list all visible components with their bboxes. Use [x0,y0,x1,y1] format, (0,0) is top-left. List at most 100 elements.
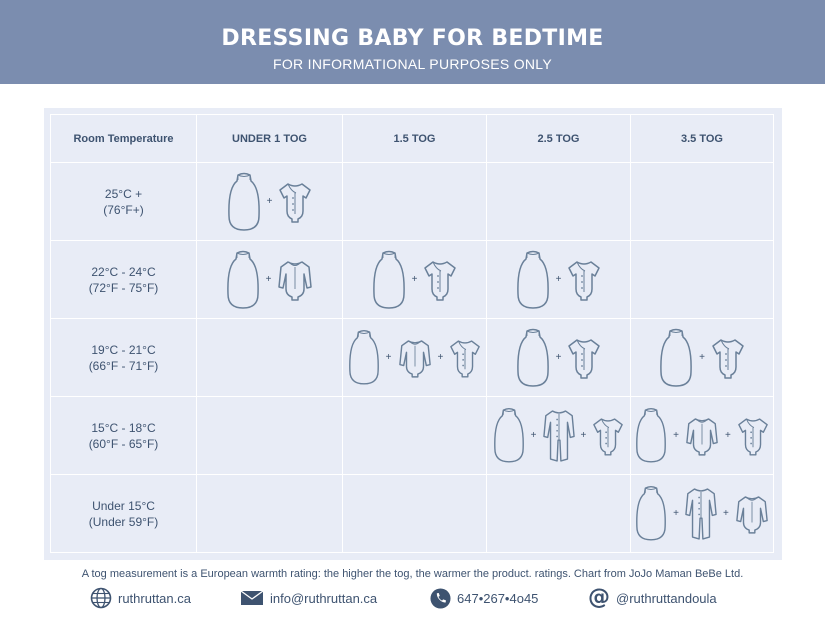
outfit-cell: + [196,240,343,319]
tog-chart-frame: Room Temperature UNDER 1 TOG 1.5 TOG 2.5… [44,108,782,560]
plus-sign: + [725,430,731,441]
bodysuit-long-icon [685,416,719,456]
temperature-celsius: Under 15°C [92,498,155,513]
outfit-cell: + + [486,396,631,475]
sleepbag-icon [516,328,550,388]
sleepbag-icon [372,250,406,310]
plus-sign: + [699,352,705,363]
outfit-cell [196,318,343,397]
outfit-cell: + [196,162,343,241]
page-title: DRESSING BABY FOR BEDTIME [221,26,604,51]
sleepsuit-icon [685,486,717,541]
sleepbag-icon [348,329,380,386]
column-header-3-5-tog: 3.5 TOG [630,114,774,163]
tog-caption: A tog measurement is a European warmth r… [81,568,744,580]
plus-sign: + [673,430,679,441]
temperature-celsius: 19°C - 21°C [91,342,156,357]
phone-icon [430,587,451,609]
column-header-2-5-tog: 2.5 TOG [486,114,631,163]
outfit-cell [196,474,343,553]
bodysuit-long-icon [398,338,432,378]
temperature-celsius: 25°C + [104,186,143,201]
bodysuit-long-icon [277,259,313,301]
plus-sign: + [411,274,418,285]
sleepbag-icon [226,250,260,310]
outfit-cell: + + [342,318,487,397]
email-link[interactable]: info@ruthruttan.ca [270,590,378,606]
bodysuit-short-icon [567,337,601,379]
outfit-cell: + [486,240,631,319]
plus-sign: + [555,352,562,363]
plus-sign: + [555,274,562,285]
bodysuit-short-icon [449,338,481,378]
outfit-cell: + + [630,474,774,553]
temperature-fahrenheit: (66°F - 71°F) [88,358,159,373]
plus-sign: + [673,508,679,519]
page-subtitle: FOR INFORMATIONAL PURPOSES ONLY [273,56,552,72]
table-row: 25°C + (76°F+) + [50,162,774,241]
outfit-cell [630,240,774,319]
bodysuit-short-icon [423,259,457,301]
envelope-icon [240,590,264,606]
sleepbag-icon [227,172,261,232]
table-header-row: Room Temperature UNDER 1 TOG 1.5 TOG 2.5… [50,114,774,163]
outfit-cell: + [630,318,774,397]
outfit-cell [196,396,343,475]
temperature-fahrenheit: (76°F+) [103,202,144,217]
temperature-fahrenheit: (60°F - 65°F) [88,436,159,451]
table-row: 22°C - 24°C (72°F - 75°F) + + + [50,240,774,319]
sleepbag-icon [635,407,667,464]
room-temperature-cell: 22°C - 24°C (72°F - 75°F) [50,240,197,319]
bodysuit-short-icon [278,181,312,223]
plus-sign: + [530,430,537,441]
table-row: 15°C - 18°C (60°F - 65°F) + + + + [50,396,774,475]
outfit-cell [486,162,631,241]
plus-sign: + [266,196,273,207]
contact-website[interactable]: ruthruttan.ca [90,587,191,609]
plus-sign: + [437,352,444,363]
header-banner: DRESSING BABY FOR BEDTIME FOR INFORMATIO… [0,0,825,84]
plus-sign: + [580,430,587,441]
room-temperature-cell: 19°C - 21°C (66°F - 71°F) [50,318,197,397]
temperature-fahrenheit: (72°F - 75°F) [88,280,159,295]
temperature-celsius: 15°C - 18°C [91,420,156,435]
sleepbag-icon [516,250,550,310]
room-temperature-cell: 15°C - 18°C (60°F - 65°F) [50,396,197,475]
room-temperature-cell: Under 15°C (Under 59°F) [50,474,197,553]
tog-chart-table: Room Temperature UNDER 1 TOG 1.5 TOG 2.5… [50,114,774,553]
contact-email[interactable]: info@ruthruttan.ca [240,587,377,609]
outfit-cell [342,162,487,241]
table-row: Under 15°C (Under 59°F) + + [50,474,774,553]
bodysuit-short-icon [567,259,601,301]
outfit-cell [486,474,631,553]
outfit-cell [342,474,487,553]
at-sign-icon: @ [588,585,610,610]
plus-sign: + [385,352,392,363]
sleepsuit-icon [542,408,575,463]
social-handle[interactable]: @ruthruttandoula [616,590,717,606]
contact-phone[interactable]: 647•267•4o45 [430,587,538,609]
globe-icon [90,587,112,609]
bodysuit-short-icon [592,416,624,456]
temperature-celsius: 22°C - 24°C [91,264,156,279]
sleepbag-icon [635,485,667,542]
outfit-cell [342,396,487,475]
phone-number[interactable]: 647•267•4o45 [457,590,539,606]
room-temperature-cell: 25°C + (76°F+) [50,162,197,241]
outfit-cell: + [342,240,487,319]
sleepbag-icon [493,407,525,464]
column-header-1-5-tog: 1.5 TOG [342,114,487,163]
contact-social[interactable]: @ @ruthruttandoula [588,587,717,609]
outfit-cell: + + [630,396,774,475]
column-header-under-1-tog: UNDER 1 TOG [196,114,343,163]
sleepbag-icon [659,328,693,388]
outfit-cell [630,162,774,241]
bodysuit-short-icon [711,337,745,379]
website-link[interactable]: ruthruttan.ca [118,590,191,606]
temperature-fahrenheit: (Under 59°F) [88,514,159,529]
column-header-room-temperature: Room Temperature [50,114,197,163]
plus-sign: + [265,274,272,285]
plus-sign: + [723,508,729,519]
bodysuit-long-icon [735,494,769,534]
table-row: 19°C - 21°C (66°F - 71°F) + + + + [50,318,774,397]
